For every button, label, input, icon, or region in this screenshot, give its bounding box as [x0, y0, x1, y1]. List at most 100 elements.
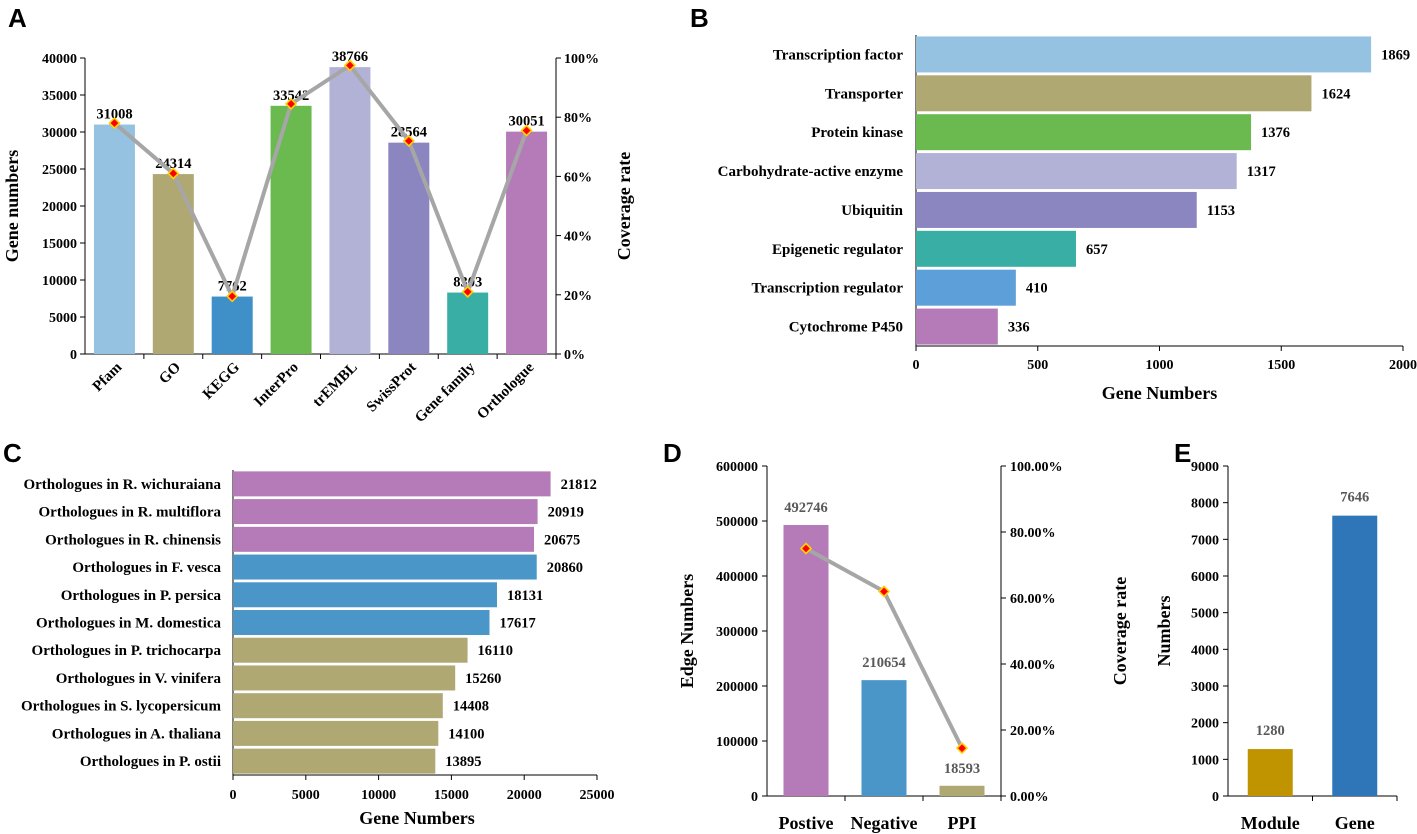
panel-c-category-label: Orthologues in P. ostii: [80, 754, 221, 770]
panel-e-category-label: Module: [1241, 813, 1300, 833]
panel-b-category-label: Carbohydrate-active enzyme: [718, 164, 904, 180]
panel-a-data-label: 31008: [96, 107, 132, 123]
panel-c-data-label: 17617: [500, 616, 536, 632]
panel-c-x-tick-label: 25000: [580, 788, 615, 803]
panel-c-bar: [233, 610, 490, 635]
panel-b-x-title: Gene Numbers: [1102, 383, 1218, 403]
panel-d-category-label: Negative: [851, 813, 918, 833]
panel-d-y-tick-label: 100000: [716, 735, 758, 750]
panel-a-category-label: KEGG: [200, 359, 243, 402]
panel-a-bar: [329, 67, 371, 355]
panel-b-data-label: 1376: [1261, 125, 1290, 141]
panel-a-y2-tick-label: 20%: [564, 289, 592, 304]
panel-c-bar: [233, 720, 439, 746]
panel-b-bar: [916, 114, 1252, 151]
panel-b-bar: [916, 269, 1016, 306]
panel-e-y-tick-label: 3000: [1191, 680, 1219, 695]
panel-a-coverage-marker: [167, 167, 180, 180]
panel-a-bar: [93, 124, 135, 354]
panel-e-y-tick-label: 2000: [1191, 717, 1219, 732]
panel-e-letter: E: [1174, 438, 1191, 468]
panel-a-data-label: 30051: [508, 114, 544, 130]
panel-a-coverage-marker: [461, 285, 474, 298]
panel-a-category-label: Pfam: [90, 359, 126, 395]
panel-c-x-tick-label: 0: [230, 788, 237, 803]
panel-e-data-label: 1280: [1256, 723, 1285, 739]
panel-c-data-label: 15260: [465, 671, 501, 687]
panel-d-y-tick-label: 300000: [716, 625, 758, 640]
panel-a-data-label: 38766: [332, 49, 368, 65]
panel-d-coverage-marker: [799, 542, 813, 555]
panel-a-category-label: trEMBL: [310, 360, 361, 411]
panel-b-data-label: 410: [1026, 281, 1048, 297]
panel-a-bar: [211, 296, 253, 354]
panel-b-category-label: Transporter: [825, 86, 903, 102]
panel-c-category-label: Orthologues in R. multiflora: [39, 505, 222, 521]
panel-d-bar: [861, 680, 907, 796]
panel-d-y2-tick-label: 40.00%: [1010, 658, 1056, 673]
panel-c-category-label: Orthologues in R. wichuraiana: [23, 477, 221, 493]
panel-a-y-tick-label: 15000: [42, 237, 77, 252]
panel-c-category-label: Orthologues in P. trichocarpa: [32, 643, 222, 659]
panel-a-bar: [447, 292, 489, 354]
panel-b-category-label: Ubiquitin: [841, 203, 903, 219]
panel-c-category-label: Orthologues in R. chinensis: [45, 532, 221, 548]
panel-c-x-tick-label: 20000: [507, 788, 542, 803]
panel-b-data-label: 1624: [1321, 86, 1350, 102]
panel-a-y-tick-label: 30000: [42, 126, 77, 141]
panel-e-bar: [1332, 515, 1378, 796]
panel-e-bar: [1247, 749, 1293, 796]
panel-b-x-tick-label: 500: [1027, 358, 1048, 373]
panel-c-category-label: Orthologues in F. vesca: [72, 560, 221, 576]
panel-d-category-label: Postive: [779, 813, 834, 833]
panel-c-x-title: Gene Numbers: [359, 808, 475, 828]
panel-a-coverage-line: [113, 63, 529, 299]
panel-c-x-tick-label: 10000: [361, 788, 396, 803]
panel-c-category-label: Orthologues in A. thaliana: [52, 726, 222, 742]
panel-b-bar: [916, 191, 1197, 228]
panel-b-x-tick-label: 0: [913, 358, 920, 373]
panel-c-category-label: Orthologues in M. domestica: [36, 616, 221, 632]
panel-a-coverage-marker: [108, 116, 121, 130]
panel-c-data-label: 18131: [507, 588, 543, 604]
panel-d-coverage-marker: [955, 742, 969, 755]
panel-b-letter: B: [690, 3, 709, 33]
panel-c-bar: [233, 582, 497, 608]
panel-b-data-label: 657: [1086, 242, 1108, 258]
panel-a-y2-tick-label: 40%: [564, 230, 592, 245]
panel-a-y-tick-label: 5000: [49, 311, 77, 326]
panel-c-data-label: 16110: [478, 643, 513, 659]
panel-c-category-label: Orthologues in P. persica: [61, 588, 222, 604]
panel-d-data-label: 492746: [784, 500, 828, 516]
panel-a-y2-tick-label: 0%: [564, 348, 585, 363]
panel-a-y-title: Gene numbers: [2, 150, 22, 263]
panel-b-data-label: 1153: [1207, 203, 1235, 219]
panel-c-bar: [233, 554, 537, 580]
panel-b-x-tick-label: 1000: [1146, 358, 1174, 373]
panel-d-y2-tick-label: 60.00%: [1010, 592, 1056, 607]
panel-a-category-label: Gene family: [412, 359, 479, 426]
panel-d-data-label: 210654: [862, 655, 906, 671]
panel-e-y-tick-label: 6000: [1191, 570, 1219, 585]
panel-c-data-label: 21812: [561, 477, 597, 493]
panel-a-y-tick-label: 20000: [42, 200, 77, 215]
panel-d-y2-tick-label: 0.00%: [1010, 790, 1049, 805]
panel-c-data-label: 13895: [445, 754, 481, 770]
panel-c-category-label: Orthologues in V. vinifera: [56, 671, 222, 687]
panel-e-y-tick-label: 7000: [1191, 533, 1219, 548]
panel-b-bar: [916, 75, 1312, 112]
panel-b-bar: [916, 153, 1237, 190]
panel-b-bar: [916, 36, 1372, 73]
panel-b-category-label: Epigenetic regulator: [772, 242, 903, 258]
panel-d-y2-title: Coverage rate: [1110, 577, 1130, 685]
panel-c-category-label: Orthologues in S. lycopersicum: [21, 699, 222, 715]
panel-e-y-title: Numbers: [1154, 596, 1174, 667]
panel-d-y2-tick-label: 100.00%: [1010, 460, 1063, 475]
panel-b-category-label: Transcription regulator: [751, 281, 903, 297]
panel-c-data-label: 14100: [448, 726, 484, 742]
panel-e-category-label: Gene: [1335, 813, 1375, 833]
panel-a-category-label: SwissProt: [364, 360, 420, 416]
panel-d-bar: [939, 785, 985, 796]
panel-a-coverage-marker: [284, 97, 298, 111]
